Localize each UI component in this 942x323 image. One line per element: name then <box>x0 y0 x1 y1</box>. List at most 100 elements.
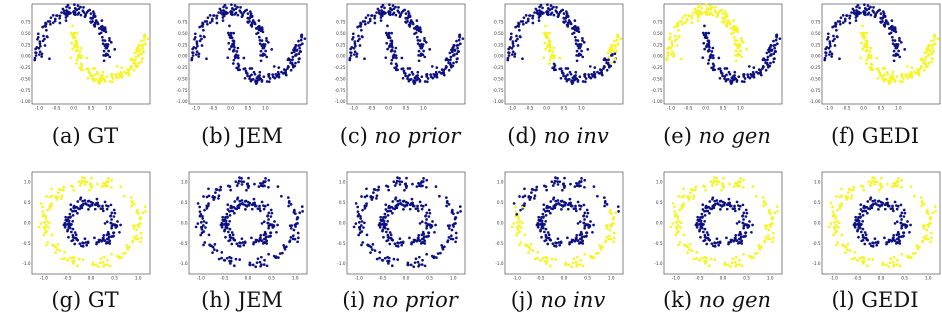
data-point <box>521 20 525 23</box>
data-point <box>198 205 202 209</box>
data-point <box>85 180 89 184</box>
data-point <box>116 76 120 80</box>
data-point <box>593 66 597 69</box>
data-point <box>291 55 295 59</box>
data-point <box>704 12 708 16</box>
data-point <box>527 194 531 198</box>
data-point <box>874 241 878 244</box>
data-point <box>265 39 268 42</box>
data-point <box>581 55 585 59</box>
data-point <box>574 42 578 46</box>
data-point <box>143 205 147 208</box>
x-tick-label: -1.0 <box>355 276 364 281</box>
data-point <box>573 19 577 22</box>
data-point <box>403 188 406 192</box>
data-point <box>876 76 880 80</box>
data-point <box>395 56 398 60</box>
data-point <box>574 70 578 74</box>
data-point <box>199 221 203 224</box>
data-point <box>389 39 393 43</box>
data-point <box>256 78 260 82</box>
data-point <box>130 204 133 208</box>
data-point <box>244 199 248 203</box>
data-point <box>418 78 422 82</box>
data-point <box>540 215 543 219</box>
data-point <box>89 12 93 15</box>
data-point <box>260 39 264 42</box>
data-point <box>37 46 41 50</box>
data-point <box>681 22 684 26</box>
data-point <box>211 194 215 198</box>
data-point <box>297 44 300 47</box>
data-point <box>232 42 236 46</box>
data-point <box>881 67 885 70</box>
data-point <box>112 215 116 218</box>
data-point <box>839 204 843 208</box>
data-point <box>228 24 231 28</box>
data-point <box>450 228 454 232</box>
data-point <box>238 68 242 72</box>
data-point <box>390 31 394 35</box>
data-point <box>373 21 377 25</box>
data-point <box>100 35 104 39</box>
data-point <box>566 14 570 18</box>
data-point <box>521 195 525 199</box>
data-point <box>380 9 383 12</box>
y-tick-label: 0.00 <box>21 54 31 59</box>
data-point <box>144 209 147 213</box>
data-point <box>43 37 46 41</box>
data-point <box>426 77 430 80</box>
data-point <box>103 222 107 225</box>
data-point <box>391 200 395 203</box>
data-point <box>424 214 427 218</box>
data-point <box>682 233 686 237</box>
data-point <box>300 35 304 39</box>
data-point <box>94 263 98 267</box>
data-point <box>101 204 104 208</box>
x-tick-label: 0.5 <box>743 276 750 281</box>
data-point <box>597 251 600 255</box>
data-point <box>101 238 105 242</box>
data-point <box>261 54 265 57</box>
data-point <box>386 238 390 242</box>
data-point <box>582 221 586 225</box>
data-point <box>546 3 549 6</box>
data-point <box>768 237 772 241</box>
data-point <box>749 255 753 259</box>
data-point <box>916 71 919 75</box>
data-point <box>281 251 284 255</box>
data-point <box>686 194 690 198</box>
data-point <box>686 251 689 255</box>
data-point <box>91 67 95 70</box>
data-point <box>102 184 106 188</box>
data-point <box>62 223 66 227</box>
data-point <box>873 199 877 202</box>
data-point <box>248 77 251 81</box>
axes-frame <box>346 3 466 105</box>
data-point <box>733 260 737 264</box>
data-point <box>377 185 381 189</box>
data-point <box>421 230 425 234</box>
data-point <box>695 250 699 254</box>
data-point <box>396 244 400 248</box>
data-point <box>744 208 748 212</box>
data-point <box>881 10 885 13</box>
data-point <box>134 65 138 69</box>
data-point <box>425 178 429 182</box>
data-point <box>416 74 419 77</box>
data-point <box>45 243 48 247</box>
data-point <box>50 233 54 237</box>
data-point <box>232 58 236 62</box>
data-point <box>199 212 203 216</box>
scatter-plot: 1.00.50.0-0.5-1.0-1.0 -0.5 0.0 0.5 1.0 <box>179 171 308 281</box>
data-point <box>570 79 574 82</box>
data-point <box>518 220 522 223</box>
data-point <box>768 223 772 227</box>
data-point <box>930 57 934 61</box>
data-point <box>228 233 232 237</box>
data-point <box>725 21 729 25</box>
data-point <box>389 49 393 53</box>
data-point <box>549 200 553 203</box>
subfigure-e: 0.75 0.50 0.25 0.00 -0.25 -0.50 -0.75 -1.00 -1.0… <box>650 0 784 323</box>
data-point <box>228 210 231 213</box>
